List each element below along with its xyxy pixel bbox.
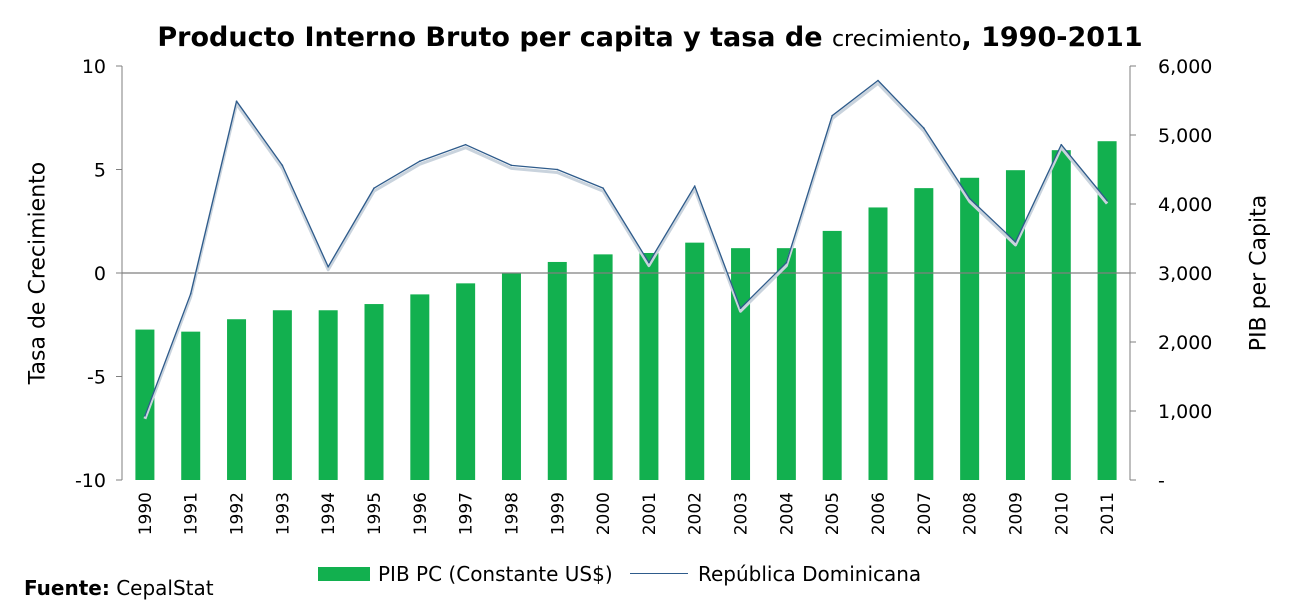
x-tick-label: 2000	[594, 492, 614, 535]
legend-line-swatch	[630, 573, 688, 574]
x-tick-label: 1998	[502, 492, 522, 535]
x-tick-label: 1996	[411, 492, 431, 535]
bar-2005	[822, 230, 842, 480]
bar-1992	[227, 319, 247, 480]
bar-2011	[1097, 141, 1117, 480]
legend-bar-swatch	[318, 567, 370, 581]
line-point-2011	[1106, 199, 1108, 202]
bar-2002	[685, 242, 705, 480]
line-point-2009	[1014, 241, 1017, 243]
y-left-tick-label: -10	[75, 470, 106, 492]
line-point-1991	[189, 292, 192, 295]
x-tick-label: 1995	[365, 492, 385, 535]
bar-2008	[960, 177, 980, 480]
line-point-1992	[235, 100, 238, 102]
line-point-2005	[831, 114, 833, 117]
line-point-1999	[556, 168, 559, 171]
legend-line-label: República Dominicana	[698, 562, 922, 586]
bar-1999	[547, 261, 567, 480]
line-point-1997	[464, 143, 467, 146]
y-right-tick-label: 3,000	[1158, 263, 1212, 285]
x-tick-label: 1997	[457, 492, 477, 535]
y-left-tick-label: -5	[87, 367, 106, 389]
bar-1995	[364, 304, 384, 480]
source-note: Fuente: CepalStat	[24, 576, 214, 600]
line-point-2007	[923, 127, 925, 129]
line-point-2004	[785, 261, 788, 264]
source-text: CepalStat	[116, 576, 214, 600]
x-tick-label: 2004	[777, 492, 797, 535]
bar-2006	[868, 207, 888, 480]
title-end: , 1990-2011	[961, 22, 1143, 53]
title-main: Producto Interno Bruto per capita y tasa…	[157, 22, 823, 53]
x-tick-label: 2002	[686, 492, 706, 535]
y-right-tick-label: 2,000	[1158, 332, 1212, 354]
bar-1997	[456, 283, 476, 480]
x-tick-label: 1994	[319, 492, 339, 535]
legend-bar-label: PIB PC (Constante US$)	[378, 562, 613, 586]
line-point-2008	[968, 197, 971, 200]
y-right-tick-label: 6,000	[1158, 56, 1212, 78]
bar-2010	[1051, 150, 1071, 480]
x-tick-label: 2006	[869, 492, 889, 535]
line-point-1994	[327, 265, 329, 268]
bar-2000	[593, 254, 613, 480]
chart-title: Producto Interno Bruto per capita y tasa…	[0, 22, 1300, 53]
x-tick-label: 1990	[136, 492, 156, 535]
source-label: Fuente:	[24, 576, 110, 600]
y-left-tick-label: 10	[82, 56, 106, 78]
y-axis-left-label: Tasa de Crecimiento	[25, 161, 51, 385]
x-tick-label: 2010	[1052, 492, 1072, 535]
line-point-1995	[373, 187, 375, 189]
bar-2009	[1005, 170, 1025, 480]
y-right-tick-label: 4,000	[1158, 194, 1212, 216]
x-tick-label: 1993	[273, 492, 293, 535]
line-series-republica-dominicana	[144, 79, 1108, 417]
bar-1991	[181, 331, 201, 480]
y-right-tick-label: 5,000	[1158, 125, 1212, 147]
line-point-2001	[648, 261, 650, 264]
bar-1990	[135, 329, 155, 480]
y-right-tick-label: -	[1158, 470, 1165, 492]
bar-2004	[776, 248, 796, 480]
bar-1994	[318, 310, 338, 480]
line-point-2006	[877, 79, 879, 82]
line-point-1993	[281, 164, 284, 167]
y-right-tick-label: 1,000	[1158, 401, 1212, 423]
title-small: crecimiento	[831, 27, 962, 52]
y-left-tick-label: 0	[94, 263, 106, 285]
y-left-tick-label: 5	[94, 160, 106, 182]
x-tick-label: 2003	[732, 492, 752, 535]
line-point-1996	[419, 160, 421, 163]
x-tick-label: 2011	[1098, 492, 1118, 535]
x-tick-label: 2009	[1006, 492, 1026, 535]
x-tick-label: 2007	[915, 492, 935, 535]
line-point-1990	[144, 415, 146, 417]
bar-2001	[639, 252, 659, 480]
x-tick-label: 1992	[228, 492, 248, 535]
bar-1998	[501, 273, 521, 480]
x-tick-label: 2008	[961, 492, 981, 535]
x-tick-label: 1991	[182, 492, 202, 535]
line-point-2000	[602, 187, 604, 189]
bar-2003	[731, 248, 751, 480]
line-point-2010	[1060, 143, 1063, 146]
line-shadow	[143, 81, 1109, 420]
line-point-2002	[693, 185, 696, 187]
x-tick-label: 2001	[640, 492, 660, 535]
bar-1996	[410, 294, 430, 480]
bar-2007	[914, 188, 934, 480]
y-axis-right-label: PIB per Capita	[1246, 194, 1272, 352]
bar-1993	[272, 310, 292, 480]
x-tick-label: 1999	[548, 492, 568, 535]
x-tick-label: 2005	[823, 492, 843, 535]
line-point-1998	[510, 164, 513, 167]
line-point-2003	[739, 307, 742, 309]
